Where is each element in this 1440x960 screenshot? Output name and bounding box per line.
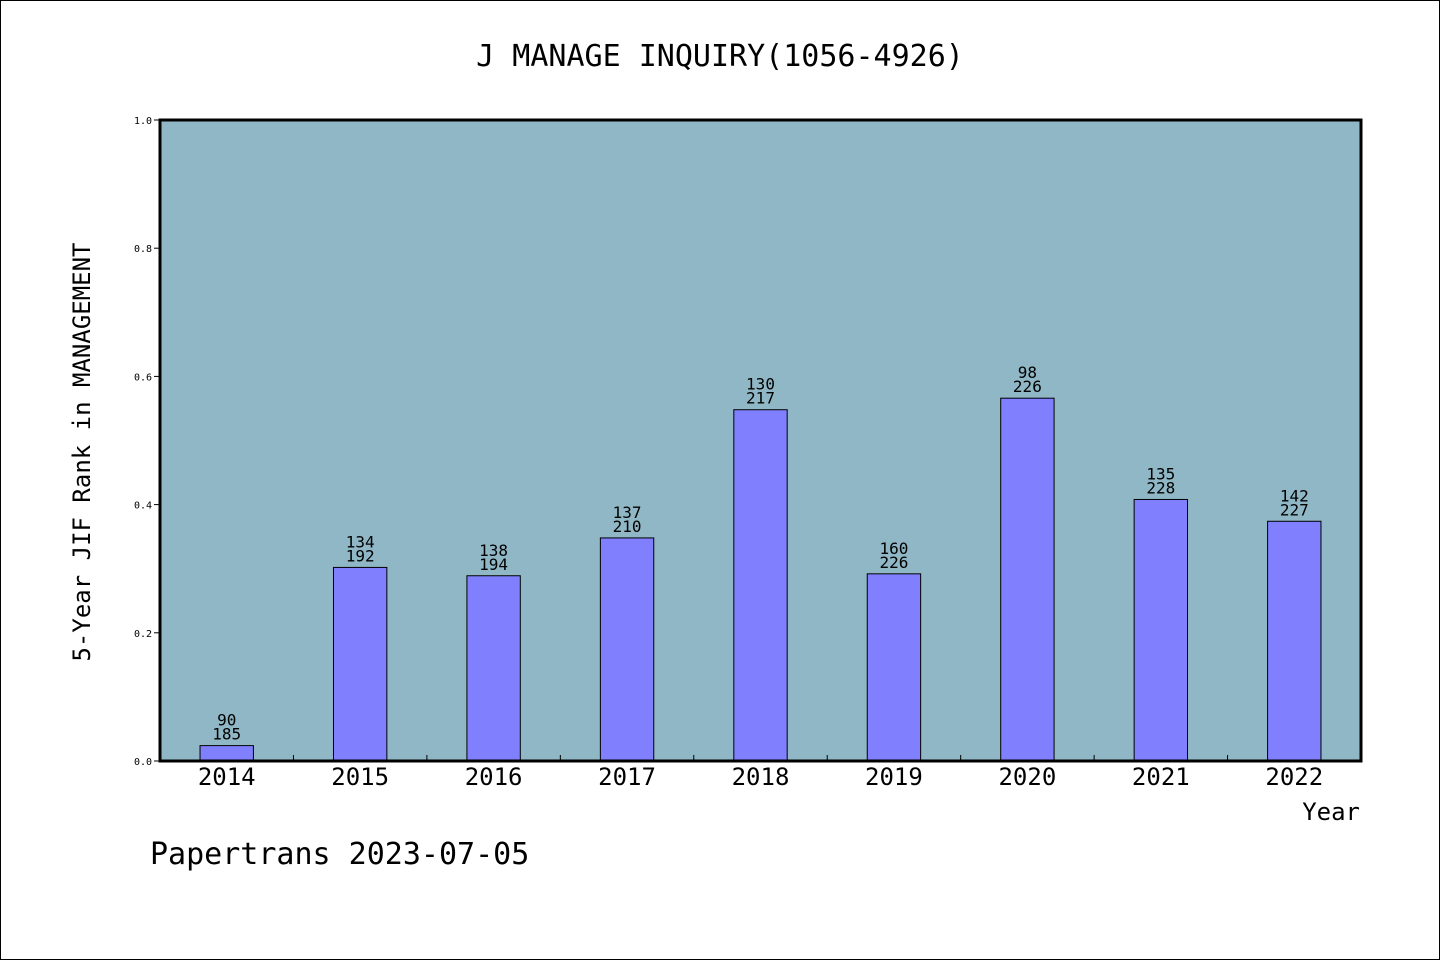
x-tick-label: 2015 (331, 763, 389, 791)
data-label-total: 194 (479, 555, 508, 574)
x-tick-label: 2017 (598, 763, 656, 791)
bar-2021 (1133, 498, 1189, 762)
data-label-rank: 138 (479, 541, 508, 560)
bar-2017 (599, 537, 655, 762)
data-label-total: 192 (346, 546, 375, 565)
data-label-total: 227 (1280, 500, 1309, 519)
y-axis-label: 5-Year JIF Rank in MANAGEMENT (68, 242, 96, 661)
x-tick-label: 2016 (465, 763, 523, 791)
data-label-rank: 130 (746, 375, 775, 394)
data-label-total: 185 (212, 725, 241, 744)
x-tick-label: 2019 (865, 763, 923, 791)
bar-2022 (1267, 520, 1322, 762)
x-tick-label: 2020 (998, 763, 1056, 791)
bar-2016 (466, 575, 521, 762)
data-label-total: 226 (879, 553, 908, 572)
y-tick-label: 0.0 (134, 757, 152, 768)
y-tick-label: 1.0 (134, 116, 152, 127)
chart-title: J MANAGE INQUIRY(1056-4926) (476, 39, 964, 74)
data-label-rank: 90 (217, 711, 236, 730)
x-tick-label: 2021 (1132, 763, 1190, 791)
x-tick-label: 2018 (732, 763, 790, 791)
y-tick-label: 0.8 (134, 244, 152, 255)
plot-border (158, 118, 1363, 763)
data-label-total: 210 (613, 517, 642, 536)
data-label-rank: 98 (1018, 363, 1037, 382)
data-label-total: 217 (746, 389, 775, 408)
data-label-rank: 137 (613, 503, 642, 522)
data-label-rank: 160 (879, 539, 908, 558)
bar-2020 (1000, 397, 1055, 762)
data-label-rank: 142 (1280, 486, 1309, 505)
data-label-rank: 135 (1146, 464, 1175, 483)
bar-group (199, 397, 1322, 762)
bar-2015 (332, 566, 388, 762)
y-tick-label: 0.4 (134, 501, 152, 512)
x-tick-label: 2014 (198, 763, 256, 791)
x-axis-label: Year (1302, 798, 1360, 826)
y-axis: 0.0 0.2 0.4 0.6 0.8 1.0 (134, 116, 160, 768)
data-label-total: 226 (1013, 377, 1042, 396)
data-label-total: 228 (1146, 478, 1175, 497)
bar-2018 (733, 409, 788, 762)
bar-2019 (866, 573, 922, 762)
x-tick-label: 2022 (1265, 763, 1323, 791)
footer-credit: Papertrans 2023-07-05 (150, 837, 529, 872)
y-tick-label: 0.6 (134, 372, 152, 383)
data-label-rank: 134 (346, 532, 375, 551)
x-axis: 2014 2015 2016 2017 2018 2019 2020 2021 2022 (198, 755, 1323, 791)
y-tick-label: 0.2 (134, 629, 152, 640)
bar-2014 (199, 745, 254, 762)
